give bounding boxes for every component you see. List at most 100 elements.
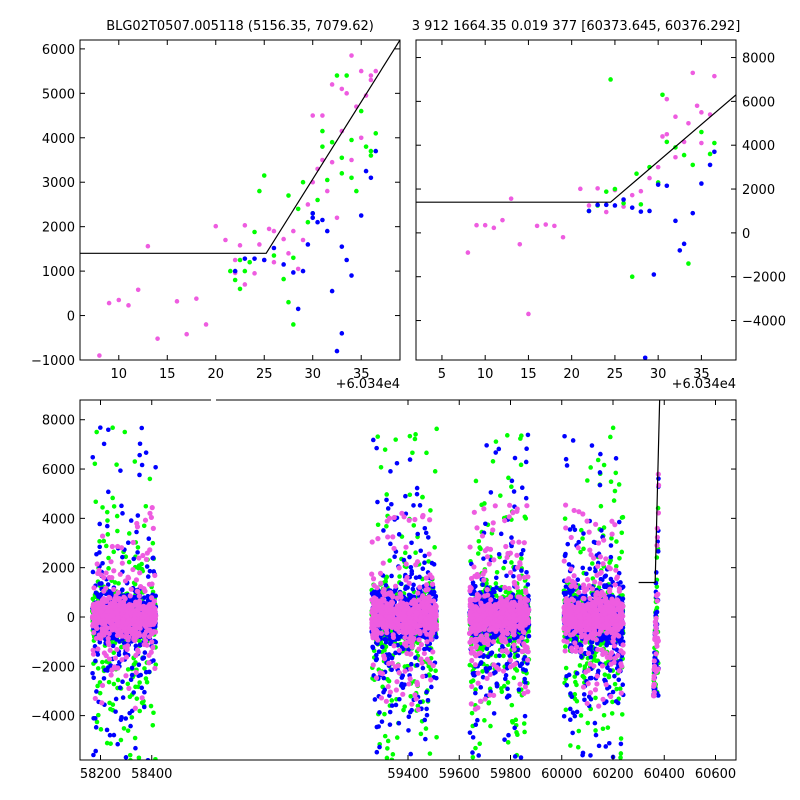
data-point-blue [423, 736, 428, 742]
data-point-pink [420, 512, 426, 519]
data-point-pink [396, 628, 402, 635]
data-point-pink [420, 673, 426, 680]
data-point-blue [392, 554, 397, 560]
data-point-green [518, 462, 524, 468]
data-point-pink [133, 669, 139, 676]
data-point-green [110, 425, 115, 431]
data-point-blue [399, 681, 405, 687]
data-point-blue [107, 732, 113, 738]
data-point-blue [396, 720, 402, 726]
data-point-pink [417, 584, 423, 590]
data-point-blue [707, 162, 713, 168]
data-point-pink [131, 636, 137, 643]
data-point-blue [97, 521, 103, 527]
data-point-green [509, 560, 514, 565]
data-point-green [143, 676, 149, 681]
data-point-pink [369, 571, 375, 577]
data-point-pink [329, 159, 335, 165]
data-point-pink [403, 640, 409, 646]
data-point-blue [422, 646, 427, 652]
data-point-pink [106, 656, 113, 662]
data-point-blue [92, 716, 98, 721]
data-point-pink [324, 188, 330, 194]
data-point-pink [130, 566, 136, 573]
data-point-pink [95, 646, 101, 652]
data-point-blue [470, 735, 476, 740]
data-point-blue [399, 675, 405, 680]
y-tick-label: 0 [742, 227, 750, 242]
data-point-pink [137, 570, 143, 576]
data-point-green [118, 737, 124, 743]
data-point-pink [136, 593, 142, 599]
data-point-pink [378, 580, 384, 586]
data-point-pink [386, 614, 393, 620]
data-point-pink [281, 236, 286, 242]
data-point-green [137, 680, 142, 685]
data-point-pink [383, 627, 389, 633]
data-point-pink [428, 619, 434, 625]
data-point-green [339, 171, 345, 176]
data-point-blue [128, 518, 134, 523]
data-point-green [690, 162, 696, 168]
data-point-blue [334, 348, 340, 354]
data-point-pink [115, 619, 122, 625]
data-point-blue [655, 182, 661, 187]
data-point-blue [388, 541, 393, 547]
data-point-pink [232, 257, 238, 263]
data-point-blue [128, 677, 134, 683]
data-point-green [358, 108, 364, 114]
x-tick-label: 30 [650, 367, 667, 382]
data-point-green [131, 662, 137, 667]
data-point-pink [638, 188, 644, 194]
x-tick-label: 10 [111, 367, 128, 382]
data-point-pink [391, 545, 397, 552]
data-point-pink [98, 606, 104, 612]
data-point-pink [394, 595, 400, 601]
data-point-green [384, 492, 390, 497]
data-point-blue [422, 525, 428, 531]
data-point-pink [142, 612, 148, 618]
data-point-pink [140, 552, 146, 559]
data-point-blue [389, 655, 395, 661]
data-point-green [106, 679, 112, 685]
data-point-green [121, 726, 127, 731]
data-point-green [486, 700, 492, 706]
data-point-green [324, 177, 330, 183]
data-point-blue [97, 544, 103, 550]
data-point-blue [651, 272, 657, 277]
data-point-pink [91, 622, 97, 628]
data-point-pink [213, 223, 219, 229]
data-point-blue [408, 564, 414, 570]
data-point-green [127, 694, 133, 700]
y-tick-label: 6000 [742, 95, 775, 110]
data-point-pink [396, 670, 402, 676]
y-tick-label: 3000 [42, 176, 75, 191]
data-point-green [349, 175, 354, 181]
data-point-pink [418, 642, 425, 648]
data-point-pink [174, 299, 180, 304]
data-point-blue [690, 210, 696, 216]
data-point-pink [629, 192, 635, 198]
data-point-blue [324, 228, 330, 234]
data-point-green [420, 494, 425, 500]
data-point-blue [94, 689, 99, 694]
data-point-green [473, 745, 478, 751]
data-point-green [418, 731, 424, 737]
data-point-green [384, 523, 389, 529]
data-point-green [521, 721, 527, 726]
data-point-pink [394, 679, 400, 685]
data-point-blue [389, 573, 394, 579]
data-point-blue [145, 574, 151, 579]
data-point-pink [429, 581, 436, 587]
data-point-blue [403, 586, 408, 592]
data-point-green [382, 711, 387, 717]
data-point-pink [132, 611, 138, 617]
data-point-green [681, 152, 687, 158]
data-point-blue [90, 670, 95, 676]
data-point-pink [407, 626, 413, 632]
data-point-blue [118, 468, 123, 473]
data-point-green [432, 545, 437, 550]
data-point-blue [232, 268, 238, 274]
data-point-pink [103, 585, 109, 591]
